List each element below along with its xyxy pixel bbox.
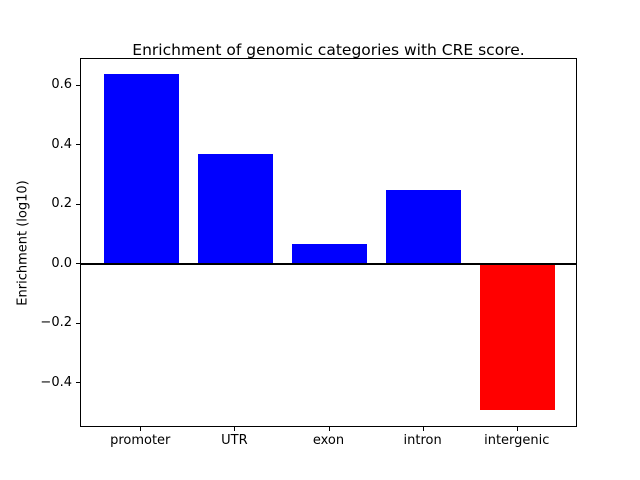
bar-intron [385,189,462,265]
x-tick-mark [140,427,142,431]
plot-area [80,58,577,427]
x-tick-label-intron: intron [403,433,442,448]
y-tick-label: 0.6 [51,77,72,93]
zero-line [81,263,576,266]
chart-title: Enrichment of genomic categories with CR… [132,41,525,59]
y-tick-label: 0.0 [51,255,72,271]
y-tick-mark [76,84,80,86]
bar-intergenic [480,264,556,411]
y-tick-mark [76,263,80,265]
y-tick-label: −0.2 [40,315,72,331]
bar-promoter [103,73,179,265]
x-tick-label-UTR: UTR [221,433,248,448]
y-tick-mark [76,322,80,324]
x-tick-mark [516,427,518,431]
x-tick-mark [234,427,236,431]
y-tick-mark [76,144,80,146]
bar-exon [291,243,368,265]
x-tick-mark [422,427,424,431]
bar-UTR [197,154,274,265]
x-tick-label-exon: exon [312,433,345,448]
y-tick-label: 0.2 [51,196,72,212]
y-tick-mark [76,203,80,205]
x-tick-label-intergenic: intergenic [484,433,550,448]
y-tick-label: −0.4 [40,374,72,390]
x-tick-mark [328,427,330,431]
x-tick-label-promoter: promoter [110,433,171,448]
y-tick-label: 0.4 [51,136,72,152]
y-tick-mark [76,382,80,384]
